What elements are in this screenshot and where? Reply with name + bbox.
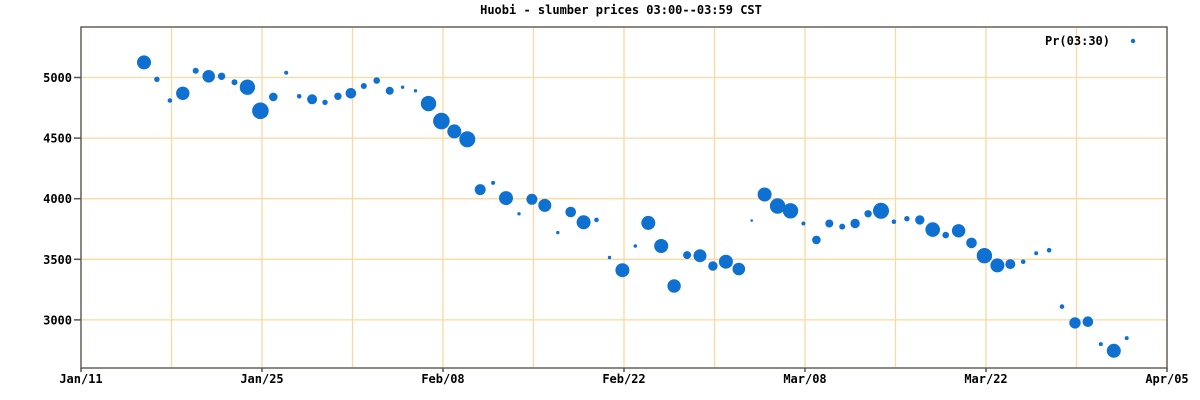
data-point: [202, 70, 215, 83]
data-point: [565, 206, 576, 218]
data-point: [839, 223, 846, 230]
y-tick-label: 3500: [43, 253, 72, 267]
data-point: [1034, 251, 1039, 256]
data-point: [976, 248, 993, 264]
y-tick-label: 5000: [43, 71, 72, 85]
data-point: [641, 215, 656, 230]
data-point: [951, 224, 966, 238]
data-point: [683, 251, 692, 260]
data-point: [420, 95, 437, 112]
data-point: [732, 262, 746, 276]
data-point: [718, 254, 733, 269]
data-point: [154, 76, 160, 83]
data-point: [400, 85, 405, 89]
data-point: [576, 215, 591, 230]
data-point: [873, 202, 889, 219]
x-tick-label: Jan/25: [240, 372, 283, 386]
data-point: [615, 263, 630, 278]
gridlines-layer: [82, 28, 1166, 367]
data-point: [231, 79, 238, 86]
data-point: [517, 212, 521, 216]
data-point: [891, 219, 897, 224]
data-point: [385, 86, 394, 95]
legend: Pr(03:30): [1045, 34, 1136, 48]
data-point: [176, 86, 190, 101]
data-point: [667, 279, 681, 293]
data-point: [607, 255, 612, 260]
data-point: [1046, 247, 1052, 253]
data-point: [413, 89, 418, 93]
data-point: [192, 67, 199, 74]
data-point: [990, 258, 1005, 273]
data-point: [594, 217, 599, 223]
data-point: [1082, 316, 1094, 328]
data-point: [966, 237, 977, 249]
x-tick-label: Mar/22: [964, 372, 1007, 386]
data-point: [769, 198, 786, 214]
data-point: [499, 191, 513, 206]
data-point: [757, 187, 772, 202]
legend-label: Pr(03:30): [1045, 34, 1110, 48]
data-point: [491, 180, 496, 185]
data-point: [474, 184, 486, 196]
data-point: [915, 215, 925, 225]
data-point: [137, 55, 151, 70]
axis-ticks-layer: [74, 76, 1168, 372]
data-points-layer: [137, 55, 1129, 358]
data-point: [296, 94, 302, 99]
x-tick-label: Apr/05: [1145, 372, 1188, 386]
data-point: [1098, 342, 1103, 347]
data-point: [801, 221, 806, 226]
data-point: [447, 124, 462, 139]
data-point: [850, 218, 860, 229]
data-point: [654, 239, 669, 253]
data-point: [252, 102, 269, 120]
data-point: [307, 94, 318, 105]
data-point: [825, 219, 834, 228]
data-point: [526, 193, 538, 205]
data-point: [782, 203, 799, 219]
legend-marker-icon: [1130, 38, 1136, 44]
data-point: [459, 131, 476, 148]
data-point: [360, 83, 367, 89]
data-point: [708, 261, 718, 271]
data-point: [217, 72, 226, 81]
data-point: [925, 222, 940, 237]
data-point: [373, 77, 381, 84]
data-point: [239, 79, 256, 95]
x-tick-label: Mar/08: [783, 372, 826, 386]
data-point: [433, 112, 450, 130]
data-point: [334, 92, 342, 101]
data-point: [1124, 336, 1129, 341]
data-point: [1020, 259, 1026, 265]
data-point: [167, 98, 173, 103]
y-tick-label: 4500: [43, 132, 72, 146]
data-point: [693, 249, 707, 263]
data-point: [633, 244, 638, 248]
data-point: [345, 88, 357, 99]
x-tick-label: Feb/08: [421, 372, 464, 386]
data-point: [556, 230, 560, 235]
data-point: [1069, 317, 1081, 329]
chart-title: Huobi - slumber prices 03:00--03:59 CST: [480, 3, 762, 17]
data-point: [864, 210, 872, 218]
data-point: [942, 231, 949, 239]
data-point: [284, 70, 289, 75]
x-tick-label: Jan/11: [59, 372, 102, 386]
data-point: [538, 198, 552, 212]
data-point: [1106, 343, 1121, 358]
data-point: [322, 99, 328, 106]
data-point: [904, 216, 910, 222]
y-tick-label: 3000: [43, 313, 72, 327]
data-point: [750, 219, 753, 222]
data-point: [1059, 304, 1065, 309]
data-point: [812, 235, 821, 245]
data-point: [1005, 259, 1016, 270]
axis-labels-layer: 5000 4500 4000 3500 3000 Jan/11 Jan/25 Feb/08 Fe…: [43, 71, 1189, 386]
y-tick-label: 4000: [43, 192, 72, 206]
data-point: [269, 92, 278, 102]
x-tick-label: Feb/22: [602, 372, 645, 386]
